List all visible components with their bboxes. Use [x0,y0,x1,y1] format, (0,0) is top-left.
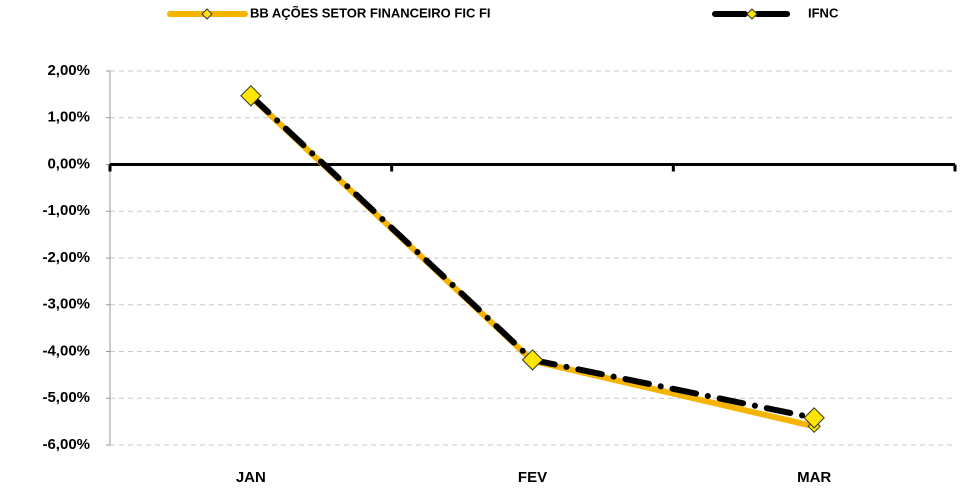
legend-label: IFNC [808,5,839,20]
y-tick-label: -6,00% [42,436,90,453]
legend-marker [201,8,213,20]
series-marker [521,349,544,371]
x-tick-label: FEV [518,469,547,486]
y-tick-label: -1,00% [42,202,90,219]
series-marker [240,85,262,107]
y-tick-label: -3,00% [42,296,90,313]
legend-label: BB AÇÕES SETOR FINANCEIRO FIC FI [250,5,491,20]
x-tick-label: JAN [236,469,266,486]
y-tick-label: -4,00% [42,342,90,359]
x-tick-label: MAR [797,469,831,486]
y-tick-label: 2,00% [47,62,90,79]
series-marker [803,407,825,429]
legend-marker [746,8,758,20]
y-tick-label: -5,00% [42,389,90,406]
y-tick-label: -2,00% [42,249,90,266]
y-tick-label: 0,00% [47,155,90,172]
y-tick-label: 1,00% [47,109,90,126]
series-line [247,93,818,430]
